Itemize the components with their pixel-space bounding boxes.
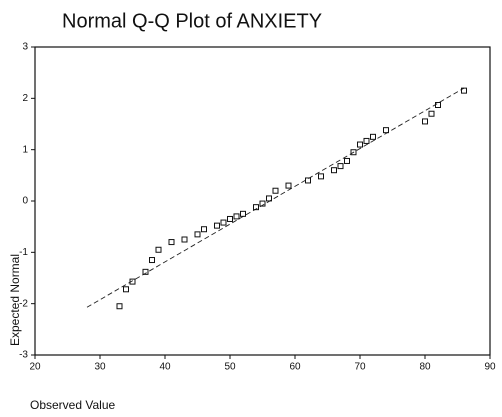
point xyxy=(370,133,376,140)
point xyxy=(201,226,207,233)
y-tick-label: 0 xyxy=(22,196,28,207)
point xyxy=(435,102,441,109)
point xyxy=(220,219,227,226)
y-tick-label: -2 xyxy=(19,298,28,309)
point xyxy=(383,127,389,134)
point xyxy=(305,177,311,184)
point xyxy=(428,110,435,117)
point xyxy=(214,222,220,229)
point xyxy=(194,231,201,238)
point xyxy=(142,268,149,275)
point xyxy=(350,149,357,156)
point xyxy=(363,137,370,144)
chart-title: Normal Q-Q Plot of ANXIETY xyxy=(62,10,322,32)
y-tick-label: -1 xyxy=(19,247,28,258)
point xyxy=(272,187,279,194)
y-tick-label: 3 xyxy=(22,42,28,53)
point xyxy=(123,286,129,293)
point xyxy=(331,167,337,174)
reference-line xyxy=(86,87,465,308)
x-tick-label: 30 xyxy=(94,362,106,373)
x-axis-label: Observed Value xyxy=(30,398,115,412)
x-tick-label: 20 xyxy=(29,362,41,373)
point xyxy=(253,204,259,211)
point xyxy=(233,213,240,220)
point xyxy=(357,141,363,148)
point xyxy=(318,173,324,180)
x-tick-label: 90 xyxy=(484,362,496,373)
x-tick-label: 80 xyxy=(419,362,431,373)
point xyxy=(266,195,272,202)
y-tick-label: 1 xyxy=(22,144,28,155)
point xyxy=(116,303,123,310)
x-tick-label: 60 xyxy=(289,362,301,373)
point xyxy=(155,246,162,253)
point xyxy=(259,200,266,207)
point xyxy=(422,118,428,125)
point xyxy=(240,210,246,217)
x-tick-label: 50 xyxy=(224,362,236,373)
y-tick-label: -3 xyxy=(19,350,28,361)
point xyxy=(129,278,136,285)
point xyxy=(461,87,467,94)
x-tick-label: 40 xyxy=(159,362,171,373)
point xyxy=(181,236,188,243)
point xyxy=(285,182,292,189)
point xyxy=(344,157,350,164)
y-axis-label: Expected Normal xyxy=(8,254,22,346)
point xyxy=(337,163,344,170)
point xyxy=(227,215,233,222)
point xyxy=(168,239,175,246)
x-tick-label: 70 xyxy=(354,362,366,373)
point xyxy=(149,257,155,264)
y-tick-label: 2 xyxy=(22,93,28,104)
